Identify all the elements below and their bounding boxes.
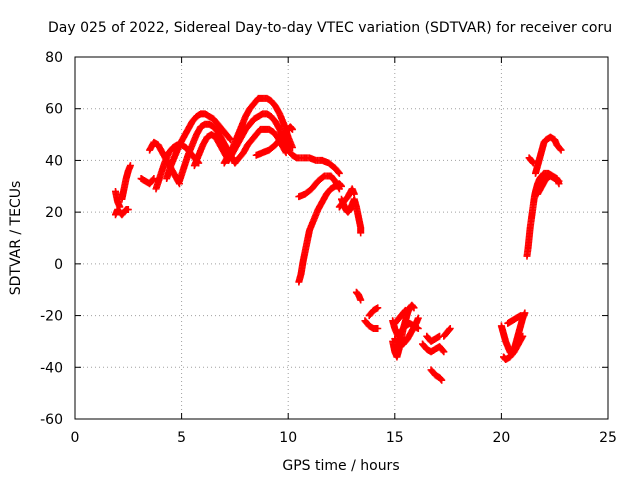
- series-arc7: [163, 110, 235, 183]
- data-point-trail: [556, 145, 564, 153]
- x-axis: 0 5 10 15 20 25: [71, 57, 617, 446]
- data-point: [521, 309, 529, 317]
- series-arc24: [391, 314, 422, 348]
- y-tick-label: 60: [45, 102, 63, 118]
- series-arc31: [500, 332, 527, 364]
- data-points: [112, 94, 565, 384]
- y-axis-label: SDTVAR / TECUs: [8, 181, 24, 296]
- data-point: [357, 296, 365, 304]
- data-point: [410, 304, 418, 312]
- series-arc2: [112, 187, 124, 211]
- data-point: [519, 332, 527, 340]
- series-arc32: [504, 312, 525, 327]
- y-axis: -60 -40 -20 0 20 40 60 80: [40, 50, 608, 428]
- series-arc30: [497, 309, 529, 358]
- data-point-trail: [226, 135, 234, 143]
- data-point: [517, 312, 525, 320]
- data-point: [440, 348, 448, 356]
- x-tick-label: 20: [492, 430, 510, 446]
- series-arc4: [137, 175, 158, 188]
- series-arc8: [175, 120, 239, 185]
- series-arc3: [118, 162, 134, 203]
- x-tick-label: 25: [599, 430, 617, 446]
- series-arc16: [295, 172, 343, 201]
- plot-frame: [74, 56, 609, 420]
- series-arc19: [352, 288, 365, 304]
- data-point: [357, 229, 365, 237]
- data-point: [124, 206, 132, 214]
- data-point: [288, 125, 296, 133]
- data-point: [557, 146, 565, 154]
- series-arc29: [427, 366, 446, 384]
- series-arc35: [532, 133, 565, 177]
- y-tick-label: -40: [40, 360, 63, 376]
- data-point-trail: [439, 347, 447, 355]
- series-arc13: [252, 123, 296, 159]
- data-point: [414, 314, 422, 322]
- data-point: [126, 162, 134, 170]
- series-arc20: [361, 317, 382, 332]
- data-point: [374, 304, 382, 312]
- x-tick-label: 15: [386, 430, 404, 446]
- y-tick-label: -20: [40, 309, 63, 325]
- series-arc28: [440, 325, 454, 340]
- y-tick-label: 40: [45, 153, 63, 169]
- y-tick-label: 20: [45, 205, 63, 221]
- series-arc1: [112, 206, 132, 219]
- x-tick-label: 5: [177, 430, 186, 446]
- series-arc21: [365, 304, 382, 320]
- data-point: [335, 169, 343, 177]
- series-arc36: [534, 172, 563, 198]
- x-tick-label: 0: [71, 430, 80, 446]
- y-tick-label: -60: [40, 412, 63, 428]
- series-arc25: [391, 306, 409, 327]
- y-tick-label: 0: [54, 257, 63, 273]
- data-point: [401, 306, 409, 314]
- data-point: [335, 185, 343, 193]
- series-arc9: [190, 131, 233, 170]
- chart-title: Day 025 of 2022, Sidereal Day-to-day VTE…: [48, 20, 612, 36]
- series-arc14: [280, 138, 343, 177]
- x-tick-label: 10: [279, 430, 297, 446]
- data-point: [350, 190, 358, 198]
- data-point: [374, 325, 382, 332]
- series-arc26: [419, 340, 448, 356]
- data-point: [438, 376, 446, 384]
- series-arc27: [423, 332, 444, 345]
- x-axis-label: GPS time / hours: [282, 458, 399, 474]
- series-arc18: [335, 185, 358, 211]
- y-tick-label: 80: [45, 50, 63, 66]
- series-arc34: [525, 154, 537, 167]
- data-point: [116, 203, 124, 211]
- data-point: [446, 325, 454, 332]
- data-point-trail: [335, 168, 343, 176]
- data-point: [555, 177, 563, 185]
